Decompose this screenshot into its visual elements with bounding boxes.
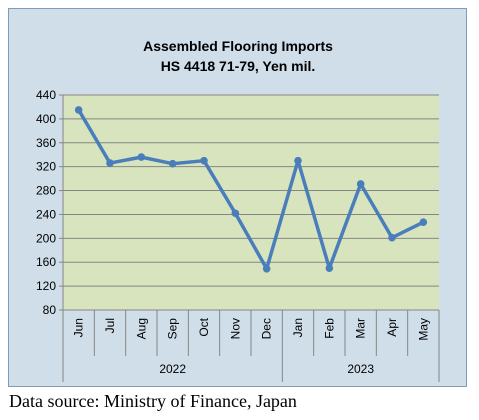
y-tick-label: 240	[36, 207, 56, 221]
chart-svg: Assembled Flooring Imports HS 4418 71-79…	[36, 38, 440, 382]
data-point	[200, 156, 208, 165]
series-line	[76, 108, 426, 271]
x-group-label: 2022	[159, 362, 186, 376]
chart-area: Assembled Flooring Imports HS 4418 71-79…	[8, 8, 467, 387]
y-tick-label: 120	[36, 279, 56, 293]
x-tick-label: Aug	[134, 318, 148, 339]
x-tick-label: Feb	[322, 318, 336, 339]
x-tick-label: Mar	[354, 318, 368, 339]
chart-title: Assembled Flooring Imports	[143, 38, 333, 54]
data-point	[137, 153, 146, 161]
data-point	[356, 180, 365, 188]
y-tick-label: 440	[36, 88, 56, 102]
x-tick-label: May	[416, 318, 430, 341]
x-tick-label: Dec	[260, 318, 274, 339]
x-tick-label: Oct	[197, 317, 211, 336]
data-point	[262, 264, 271, 273]
x-tick-label: Sep	[166, 318, 180, 340]
x-tick-label: Nov	[228, 318, 242, 339]
data-point	[231, 209, 240, 218]
plot-background	[63, 95, 439, 310]
x-group-label: 2023	[347, 362, 374, 376]
y-tick-label: 320	[36, 160, 56, 174]
y-tick-label: 400	[36, 112, 56, 126]
x-tick-label: Jun	[72, 318, 86, 337]
data-point	[294, 156, 302, 165]
data-point	[106, 159, 114, 167]
plot-area: 80 120 160 200 240 280 320 360 400 440 Jun Jul Aug Se…	[36, 88, 440, 382]
chart-subtitle: HS 4418 71-79, Yen mil.	[161, 58, 316, 74]
data-point	[388, 233, 396, 242]
y-tick-label: 80	[43, 303, 57, 317]
y-tick-label: 360	[36, 136, 56, 150]
data-source-note: Data source: Ministry of Finance, Japan	[9, 391, 297, 411]
y-tick-label: 160	[36, 255, 56, 269]
data-point	[325, 264, 334, 272]
x-tick-label: Apr	[385, 318, 399, 337]
y-tick-label: 200	[36, 231, 56, 245]
data-point	[74, 106, 83, 114]
x-tick-label: Jan	[291, 318, 305, 337]
x-tick-label: Jul	[103, 318, 117, 333]
y-tick-label: 280	[36, 184, 56, 198]
data-point	[419, 218, 428, 227]
data-point	[168, 159, 177, 168]
